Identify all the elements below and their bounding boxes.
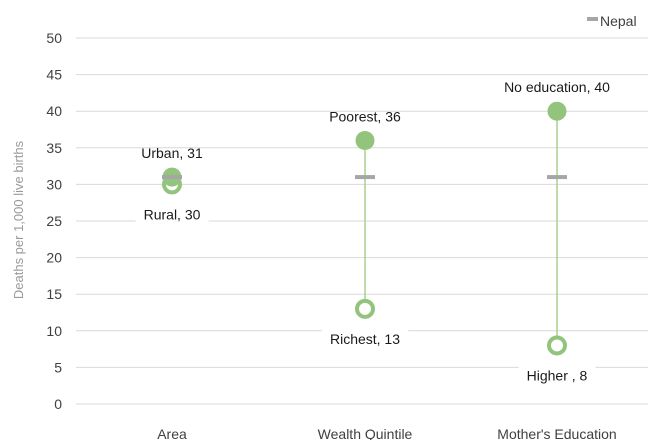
y-tick-label: 10: [46, 323, 62, 339]
y-axis-label: Deaths per 1,000 live births: [11, 140, 26, 299]
y-tick-label: 0: [54, 396, 62, 412]
national-marker: [355, 175, 375, 180]
high-point-label: Urban, 31: [141, 145, 203, 161]
x-axis-categories: Area Wealth Quintile Mother's Education: [157, 426, 616, 440]
legend-nepal-label: Nepal: [600, 13, 637, 29]
high-point-label: No education, 40: [504, 79, 610, 95]
y-tick-label: 20: [46, 250, 62, 266]
low-point-label: Higher , 8: [527, 367, 588, 383]
high-point-label: Poorest, 36: [329, 108, 401, 124]
x-category-label: Area: [157, 426, 187, 440]
legend: Nepal: [587, 13, 637, 29]
low-point: [547, 335, 567, 356]
plot-area: Urban, 31 Rural, 30 Poorest, 36 Richest, 13…: [135, 79, 610, 385]
series-group: Urban, 31 Rural, 30: [135, 145, 209, 224]
x-category-label: Wealth Quintile: [318, 426, 413, 440]
high-point: [547, 101, 567, 121]
series-group: No education, 40 Higher , 8: [504, 79, 610, 385]
low-label-background: [321, 329, 409, 348]
x-category-label: Mother's Education: [497, 426, 616, 440]
y-tick-label: 35: [46, 140, 62, 156]
y-tick-label: 50: [46, 30, 62, 46]
low-point-label: Richest, 13: [330, 331, 400, 347]
low-label-background: [135, 205, 209, 224]
low-point: [355, 298, 375, 319]
y-tick-label: 40: [46, 103, 62, 119]
y-tick-label: 30: [46, 176, 62, 192]
low-label-background: [518, 366, 596, 385]
low-point-label: Rural, 30: [144, 206, 201, 222]
national-marker: [547, 175, 567, 180]
y-tick-label: 15: [46, 286, 62, 302]
series-group: Poorest, 36 Richest, 13: [321, 108, 409, 348]
legend-nepal-marker: [587, 17, 598, 21]
y-tick-label: 45: [46, 67, 62, 83]
y-axis-ticks: 0 5 10 15 20 25 30 35 40 45 50: [46, 30, 62, 412]
national-marker: [162, 175, 182, 180]
y-tick-label: 25: [46, 213, 62, 229]
high-point: [355, 130, 375, 150]
y-tick-label: 5: [54, 359, 62, 375]
